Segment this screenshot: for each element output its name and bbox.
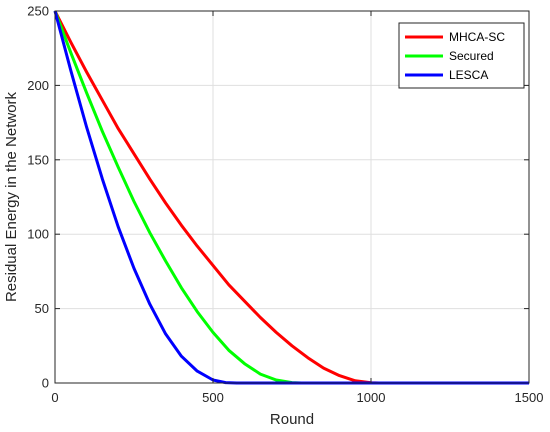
- legend: MHCA-SC Secured LESCA: [398, 22, 525, 89]
- x-tick-label: 500: [202, 390, 224, 405]
- y-tick-label: 100: [27, 227, 49, 242]
- y-tick-label: 200: [27, 78, 49, 93]
- legend-label: Secured: [449, 49, 494, 63]
- x-tick-label: 1500: [515, 390, 544, 405]
- y-tick-label: 250: [27, 4, 49, 19]
- x-tick-label: 0: [51, 390, 58, 405]
- y-tick-label: 0: [42, 376, 49, 391]
- series-line-mhca-sc: [53, 10, 529, 385]
- legend-label: MHCA-SC: [449, 30, 505, 44]
- x-tick-label: 1000: [357, 390, 386, 405]
- y-tick-label: 50: [35, 301, 49, 316]
- x-axis-label: Round: [270, 411, 314, 428]
- plot-frame: [54, 10, 530, 384]
- legend-label: LESCA: [449, 68, 488, 82]
- series-line-lesca: [53, 10, 529, 385]
- y-axis-label: Residual Energy in the Network: [3, 91, 20, 302]
- axis-ticks: 0 500 1000 1500 0 50 100 150 200 250: [27, 4, 543, 406]
- y-tick-label: 150: [27, 152, 49, 167]
- series-line-secured: [53, 10, 529, 385]
- series-layer: [53, 10, 529, 385]
